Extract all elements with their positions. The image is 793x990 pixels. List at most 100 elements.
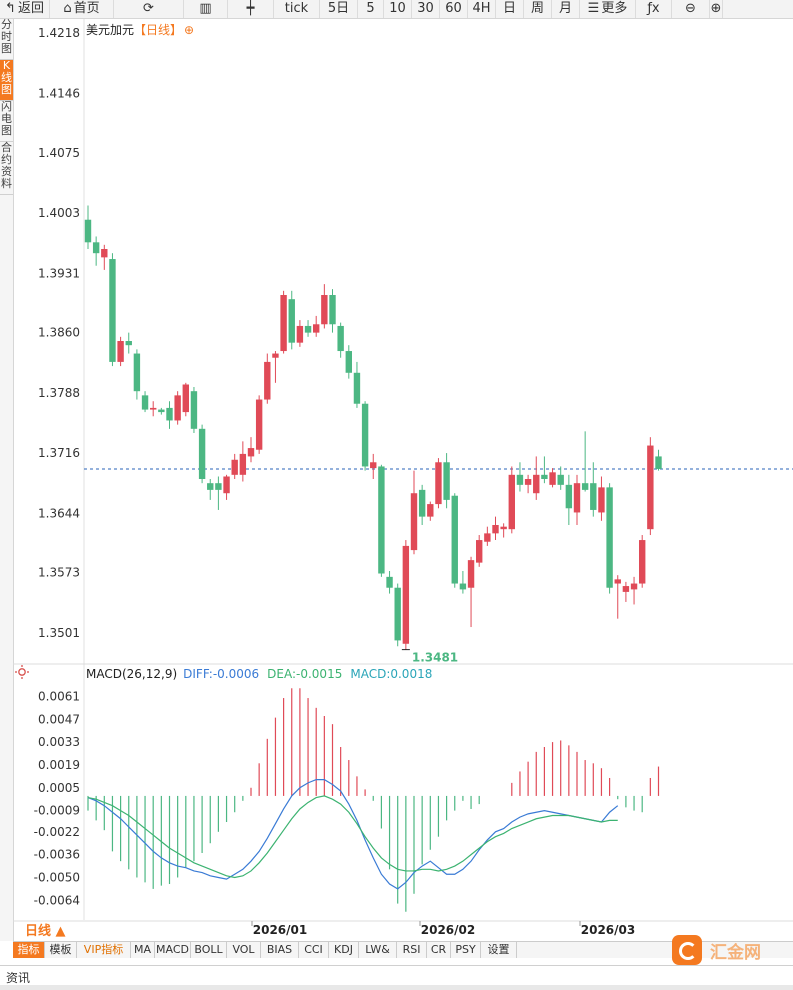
candle-body xyxy=(427,504,434,517)
period-5-button[interactable]: tick xyxy=(274,0,320,18)
candle-body xyxy=(630,583,638,590)
indicator-tab-1[interactable]: 模板 xyxy=(45,942,77,958)
sidebar-tab-3[interactable]: 合约资料 xyxy=(0,142,13,195)
candle-body xyxy=(549,472,556,485)
period-selector[interactable]: 日线 ▲ xyxy=(25,924,66,939)
candle-body xyxy=(639,540,646,584)
indicator-tab-5[interactable]: BOLL xyxy=(191,942,227,958)
candle xyxy=(255,395,263,454)
candle xyxy=(516,462,524,492)
menu-button[interactable]: ☰ 更多 xyxy=(580,0,636,18)
period-7-button[interactable]: 5 xyxy=(358,0,384,18)
candle xyxy=(141,391,149,413)
candle xyxy=(484,526,491,546)
toolbar-label: 月 xyxy=(558,1,572,16)
macd-tick-label: -0.0036 xyxy=(34,848,80,862)
zoom-out-button[interactable]: ⊖ xyxy=(672,0,710,18)
candle-body xyxy=(353,372,361,404)
price-tick-label: 1.3501 xyxy=(38,626,80,640)
period-9-button[interactable]: 30 xyxy=(412,0,440,18)
indicator-tab-9[interactable]: KDJ xyxy=(329,942,359,958)
candle xyxy=(321,284,328,329)
candle xyxy=(190,387,198,433)
indicator-tab-12[interactable]: CR xyxy=(427,942,451,958)
period-11-button[interactable]: 4H xyxy=(468,0,496,18)
candle xyxy=(500,523,507,538)
macd-tick-label: 0.0005 xyxy=(38,781,80,795)
sidebar-tab-2[interactable]: 闪电图 xyxy=(0,101,13,142)
candle xyxy=(84,205,92,249)
bar-chart-button[interactable]: ▥ xyxy=(184,0,228,18)
indicator-tab-10[interactable]: LW& xyxy=(359,942,397,958)
candle-body xyxy=(101,249,108,258)
candle xyxy=(614,575,621,619)
formula-button[interactable]: ƒx xyxy=(636,0,672,18)
candle-body xyxy=(207,483,214,490)
candle-body xyxy=(378,466,385,574)
period-14-button[interactable]: 月 xyxy=(552,0,580,18)
news-tab[interactable]: 资讯 xyxy=(6,971,31,985)
indicator-tab-14[interactable]: 设置 xyxy=(481,942,517,958)
price-tick-label: 1.3573 xyxy=(38,566,80,580)
indicator-tab-13[interactable]: PSY xyxy=(451,942,481,958)
candle xyxy=(647,437,654,536)
candle xyxy=(288,290,295,350)
indicator-tab-6[interactable]: VOL xyxy=(227,942,261,958)
candle-body xyxy=(500,526,507,530)
candle-body xyxy=(109,259,116,362)
indicator-tab-8[interactable]: CCI xyxy=(299,942,329,958)
period-10-button[interactable]: 60 xyxy=(440,0,468,18)
home-button[interactable]: ⌂ 首页 xyxy=(50,0,114,18)
candle-body xyxy=(280,295,287,352)
candle-body xyxy=(573,483,581,513)
candle-body xyxy=(581,483,589,490)
period-6-button[interactable]: 5日 xyxy=(320,0,358,18)
kline-chart[interactable]: 美元加元【日线】 ⊕1.42181.41461.40751.40031.39311… xyxy=(0,0,793,941)
indicator-tab-7[interactable]: BIAS xyxy=(261,942,299,958)
add-symbol-icon[interactable]: ⊕ xyxy=(184,23,194,37)
zoom-in-button[interactable]: ⊕ xyxy=(710,0,723,18)
candlestick-button[interactable]: ┿ xyxy=(228,0,274,18)
macd-header: MACD(26,12,9) DIFF:-0.0006 DEA:-0.0015 MACD… xyxy=(86,667,432,681)
toolbar-label: 日 xyxy=(502,1,516,16)
diff-line xyxy=(87,779,619,890)
indicator-tab-3[interactable]: MA xyxy=(131,942,155,958)
settings-icon-ring xyxy=(18,668,26,676)
candle xyxy=(427,501,434,521)
settings-icon[interactable] xyxy=(15,665,29,679)
indicator-tab-0[interactable]: 指标 xyxy=(13,942,45,958)
candle xyxy=(459,571,467,594)
symbol-title: 美元加元【日线】 ⊕ xyxy=(86,23,194,37)
candle-body xyxy=(288,299,295,343)
sidebar-tab-1[interactable]: K线图 xyxy=(0,60,13,101)
candle xyxy=(150,401,157,417)
candle xyxy=(435,458,442,509)
candle-body xyxy=(313,324,320,333)
formula-icon: ƒx xyxy=(647,1,660,16)
candle xyxy=(313,315,320,337)
candle xyxy=(361,401,369,471)
price-tick-label: 1.3644 xyxy=(38,506,80,520)
candle-body xyxy=(125,341,132,346)
candle-body xyxy=(272,353,279,358)
date-label: 2026/03 xyxy=(581,923,635,937)
period-8-button[interactable]: 10 xyxy=(384,0,412,18)
view-sidebar: 分时图 K线图 闪电图 合约资料 xyxy=(0,19,14,941)
period-13-button[interactable]: 周 xyxy=(524,0,552,18)
candle xyxy=(304,320,312,337)
indicator-tab-11[interactable]: RSI xyxy=(397,942,427,958)
candle-body xyxy=(370,462,377,469)
candle-body xyxy=(476,540,483,563)
candle-body xyxy=(410,493,418,551)
refresh-button[interactable]: ⟳ xyxy=(114,0,184,18)
candle xyxy=(655,449,662,471)
candle-body xyxy=(541,474,548,479)
period-12-button[interactable]: 日 xyxy=(496,0,524,18)
back-icon: ↰ xyxy=(5,1,16,16)
back-button[interactable]: ↰ 返回 xyxy=(0,0,50,18)
indicator-tab-2[interactable]: VIP指标 xyxy=(77,942,131,958)
toolbar: ↰ 返回 ⌂ 首页 ⟳ ▥ ┿ tick 5日 5 10 30 60 4H 日周月 ☰ 更多 ƒx ⊖ ⊕ xyxy=(0,0,793,19)
indicator-tab-4[interactable]: MACD xyxy=(155,942,191,958)
sidebar-tab-0[interactable]: 分时图 xyxy=(0,19,13,60)
candle xyxy=(231,453,238,479)
